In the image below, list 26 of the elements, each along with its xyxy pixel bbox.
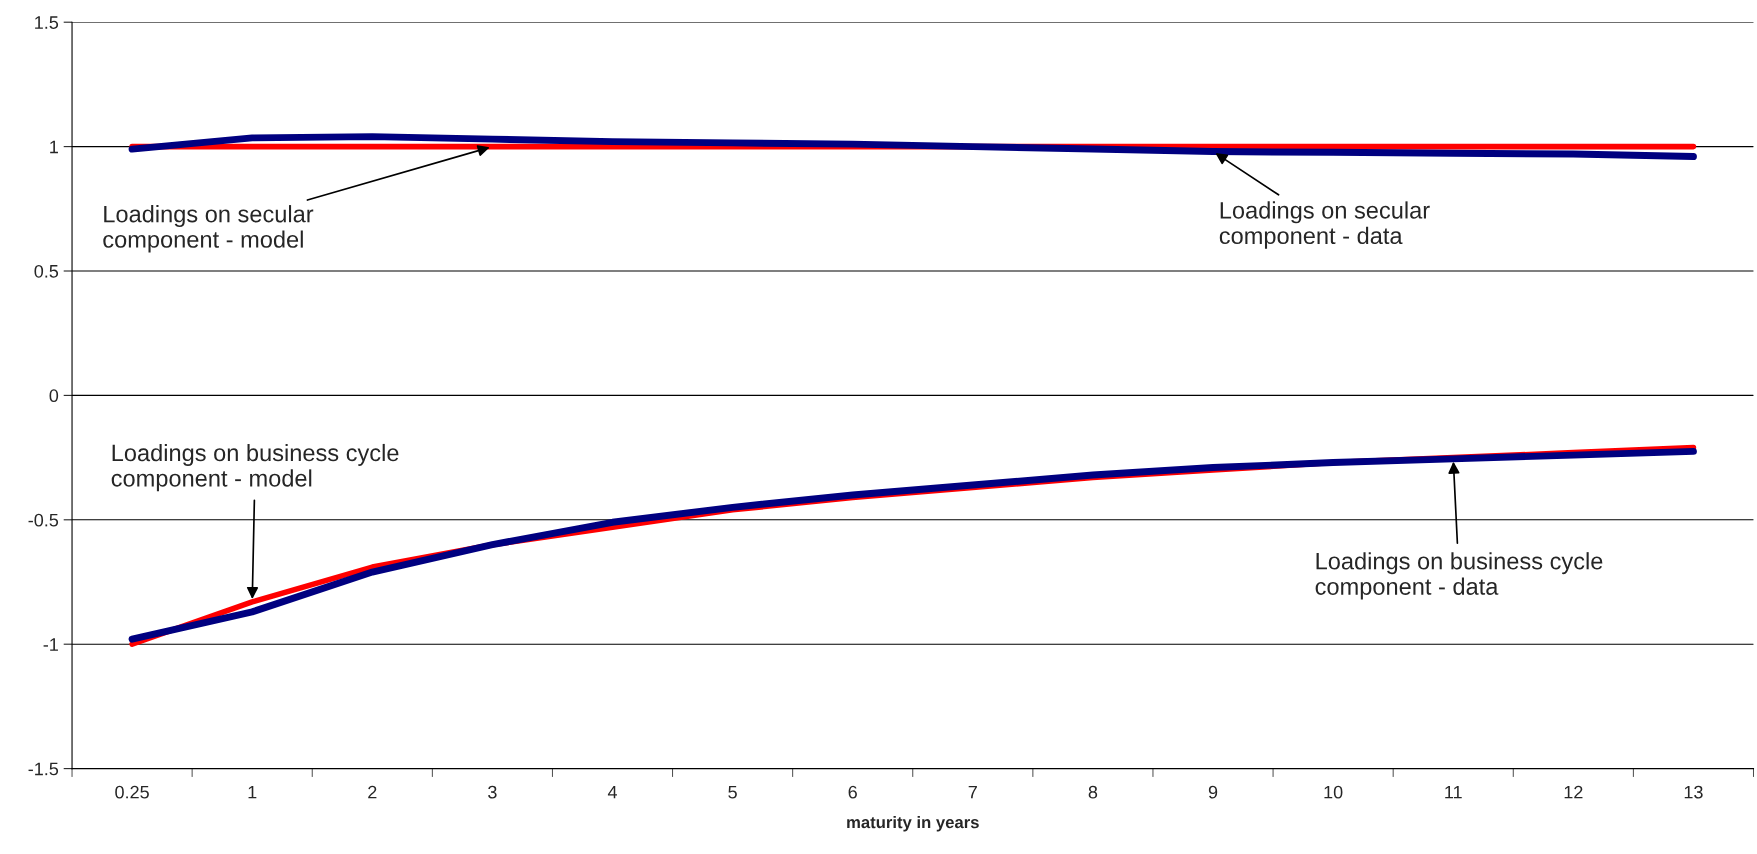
- y-tick-label: 1.5: [35, 16, 59, 29]
- x-tick-label: 12: [1564, 785, 1583, 799]
- annotation: Loadings on secular component - model: [103, 205, 314, 253]
- y-tick-label: 0: [49, 389, 59, 403]
- y-tick-label: 1: [50, 140, 58, 154]
- x-tick-label: 13: [1684, 785, 1703, 799]
- y-tick-label: -1.5: [28, 762, 59, 776]
- x-axis-title: maturity in years: [847, 815, 979, 832]
- x-tick-label: 10: [1324, 785, 1343, 799]
- x-tick-label: 8: [1088, 785, 1098, 799]
- x-tick-label: 7: [968, 785, 977, 799]
- annotation: Loadings on business cycle component - model: [111, 443, 399, 492]
- y-tick-label: -0.5: [28, 513, 59, 527]
- x-tick-label: 4: [607, 785, 617, 799]
- x-tick-label: 3: [488, 785, 497, 799]
- x-tick-label: 9: [1208, 785, 1218, 799]
- x-tick-label: 0.25: [115, 785, 149, 799]
- y-tick-label: 0.5: [34, 264, 59, 278]
- y-tick-label: -1: [43, 638, 58, 651]
- annotation: Loadings on secular component - data: [1219, 201, 1430, 249]
- annotation: Loadings on business cycle component - data: [1315, 552, 1603, 600]
- x-tick-label: 1: [248, 785, 257, 799]
- x-tick-label: 6: [848, 785, 857, 799]
- x-tick-label: 5: [728, 785, 737, 799]
- x-tick-label: 2: [368, 785, 377, 799]
- x-tick-label: 11: [1445, 785, 1462, 799]
